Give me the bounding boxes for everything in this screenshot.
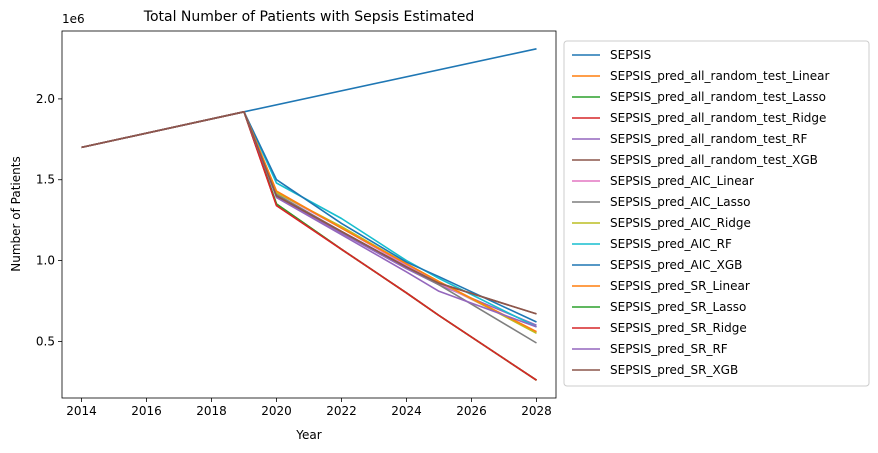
legend-label: SEPSIS_pred_SR_XGB bbox=[610, 363, 738, 377]
plot-area bbox=[81, 48, 537, 381]
y-tick-label: 1.5 bbox=[36, 173, 55, 187]
x-tick-label: 2026 bbox=[456, 404, 487, 418]
x-axis-label: Year bbox=[295, 428, 321, 442]
x-tick-label: 2014 bbox=[66, 404, 97, 418]
legend-label: SEPSIS_pred_AIC_Ridge bbox=[610, 216, 751, 230]
legend-label: SEPSIS_pred_AIC_Linear bbox=[610, 174, 754, 188]
x-tick-label: 2022 bbox=[326, 404, 357, 418]
legend-label: SEPSIS_pred_all_random_test_Lasso bbox=[610, 90, 826, 104]
legend-label: SEPSIS_pred_all_random_test_Linear bbox=[610, 69, 829, 83]
legend-label: SEPSIS_pred_SR_Linear bbox=[610, 279, 750, 293]
legend-label: SEPSIS_pred_AIC_Lasso bbox=[610, 195, 751, 209]
y-tick-label: 1.0 bbox=[36, 254, 55, 268]
legend-label: SEPSIS_pred_SR_RF bbox=[610, 342, 728, 356]
legend-label: SEPSIS_pred_AIC_RF bbox=[610, 237, 732, 251]
chart-title: Total Number of Patients with Sepsis Est… bbox=[143, 9, 474, 25]
legend-label: SEPSIS_pred_AIC_XGB bbox=[610, 258, 742, 272]
legend-label: SEPSIS_pred_SR_Ridge bbox=[610, 321, 747, 335]
legend-label: SEPSIS_pred_all_random_test_Ridge bbox=[610, 111, 826, 125]
legend-label: SEPSIS_pred_SR_Lasso bbox=[610, 300, 746, 314]
x-tick-label: 2028 bbox=[521, 404, 552, 418]
legend-label: SEPSIS_pred_all_random_test_XGB bbox=[610, 153, 818, 167]
legend: SEPSIS SEPSIS_pred_all_random_test_Linear… bbox=[563, 40, 870, 387]
y-axis-label: Number of Patients bbox=[9, 156, 23, 271]
x-tick-label: 2024 bbox=[391, 404, 422, 418]
x-tick-label: 2020 bbox=[261, 404, 292, 418]
legend-label: SEPSIS_pred_all_random_test_RF bbox=[610, 132, 807, 146]
series-line bbox=[81, 111, 537, 315]
legend-label: SEPSIS bbox=[610, 48, 651, 62]
y-axis-offset-label: 1e6 bbox=[62, 12, 85, 26]
y-tick-label: 0.5 bbox=[36, 334, 55, 348]
legend-frame bbox=[563, 40, 870, 387]
y-tick-label: 2.0 bbox=[36, 92, 55, 106]
x-tick-label: 2018 bbox=[196, 404, 227, 418]
x-tick-label: 2016 bbox=[131, 404, 162, 418]
